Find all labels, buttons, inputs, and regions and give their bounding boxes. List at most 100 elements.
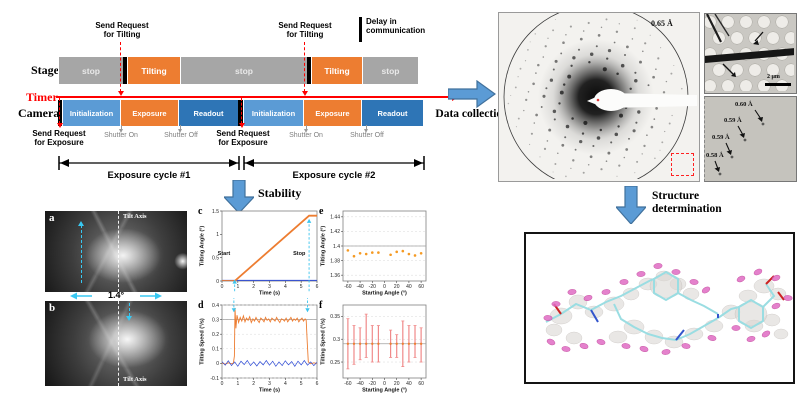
svg-text:-20: -20 [369, 284, 376, 290]
svg-text:0.5: 0.5 [212, 255, 219, 261]
data-collection-right-arrow-icon [448, 80, 496, 108]
svg-text:e: e [319, 206, 324, 217]
diffraction-pattern-image [499, 13, 699, 179]
send-exposure-arrow-2 [241, 98, 242, 124]
diffraction-pattern-panel: 0.65 Å [498, 12, 700, 182]
camera-bar-segment-exposure: Exposure [303, 100, 361, 126]
shutter-off-arrowhead-2 [364, 129, 368, 133]
svg-text:0.3: 0.3 [333, 337, 340, 343]
diffraction-image-a: a Tilt Axis [45, 211, 187, 292]
send-request-exposure-label-2: Send Request for Exposure [216, 129, 270, 148]
tem-scale-bar-label: 2 μm [767, 74, 780, 80]
svg-text:-40: -40 [356, 284, 363, 290]
svg-text:3: 3 [268, 381, 271, 387]
camera-bar-segment-readout: Readout [361, 100, 423, 126]
tilt-angle-value: 1.4° [107, 290, 125, 300]
molecular-structure-image [526, 234, 793, 382]
svg-text:60: 60 [418, 284, 424, 290]
svg-text:0: 0 [383, 381, 386, 387]
svg-text:1.44: 1.44 [330, 215, 340, 221]
send-request-exposure-label-1: Send Request for Exposure [32, 129, 86, 148]
svg-text:5: 5 [300, 284, 303, 290]
svg-text:0.4: 0.4 [212, 303, 219, 309]
svg-text:Start: Start [218, 251, 231, 257]
tem-grid-image [705, 14, 796, 91]
camera-row-label: Camera [18, 106, 60, 120]
camera-bar-segment-delay [58, 100, 62, 126]
svg-text:4: 4 [284, 284, 287, 290]
structure-determination-down-arrow-icon [616, 186, 646, 224]
exposure-cycle-1-span-arrow [58, 156, 240, 170]
svg-text:Time (s): Time (s) [259, 291, 280, 297]
svg-text:0: 0 [221, 284, 224, 290]
chart-tilting-speed-vs-starting-angle: -60 -40 -20 0 20 40 60 0.25 0.3 0.35 Starting Angl… [318, 298, 430, 393]
stage-bar-segment-tilting: Tilting [311, 57, 362, 84]
panel-a-cyan-arrowhead [78, 221, 84, 226]
stability-down-arrow-icon [224, 180, 254, 213]
stage-bar-segment-stop: stop [180, 57, 307, 84]
stage-bar-segment-delay [123, 57, 127, 84]
svg-text:1.36: 1.36 [330, 273, 340, 279]
shutter-off-arrow-2 [366, 125, 367, 129]
shutter-off-arrowhead-1 [178, 129, 182, 133]
svg-text:2: 2 [252, 284, 255, 290]
exposure-cycle-2-span-arrow [243, 156, 425, 170]
diffraction-zoom-region-box [671, 153, 694, 176]
send-exposure-arrow-1 [59, 98, 60, 124]
send-tilting-arrowhead-1 [118, 91, 124, 96]
svg-text:5: 5 [300, 381, 303, 387]
stage-row-label: Stage [31, 63, 59, 77]
camera-bar-segment-delay [238, 100, 243, 126]
svg-text:Tilting Speed (°/s): Tilting Speed (°/s) [200, 318, 206, 365]
stage-timeline-bar: stop Tilting stop Tilting stop [58, 57, 418, 84]
spot-resolution-label-2: 0.59 Å [724, 117, 742, 124]
send-tilting-arrow-2 [304, 42, 305, 92]
svg-text:Tilting Angle (°): Tilting Angle (°) [321, 226, 327, 267]
svg-text:Time (s): Time (s) [259, 388, 280, 394]
shutter-off-arrow-1 [180, 125, 181, 129]
svg-text:f: f [319, 300, 323, 311]
send-exposure-arrowhead-1 [57, 123, 63, 128]
diffraction-resolution-label: 0.65 Å [651, 19, 673, 28]
svg-text:1: 1 [216, 232, 219, 238]
tilt-angle-arrows-icon [70, 292, 162, 300]
diffraction-image-b: b Tilt Axis [45, 301, 187, 386]
panel-b-cyan-line [129, 303, 130, 316]
svg-text:-60: -60 [344, 381, 351, 387]
send-tilting-arrow-1 [120, 42, 121, 92]
panel-a-tilt-axis-line [118, 211, 119, 292]
send-request-tilting-label-1: Send Request for Tilting [95, 21, 149, 40]
timer-row-label: Timer [26, 90, 58, 104]
svg-text:4: 4 [284, 381, 287, 387]
svg-text:Starting Angle (°): Starting Angle (°) [362, 291, 407, 297]
svg-text:-0.1: -0.1 [210, 376, 219, 382]
svg-text:0.1: 0.1 [212, 347, 219, 353]
svg-text:1.42: 1.42 [330, 229, 340, 235]
panel-a-cyan-line [81, 225, 82, 283]
svg-text:-60: -60 [344, 284, 351, 290]
svg-text:c: c [198, 206, 203, 217]
svg-text:Tilting Speed (°/s): Tilting Speed (°/s) [321, 318, 327, 365]
svg-text:Starting Angle (°): Starting Angle (°) [362, 388, 407, 394]
svg-text:-20: -20 [369, 381, 376, 387]
stage-bar-segment-stop: stop [58, 57, 123, 84]
svg-text:0: 0 [216, 361, 219, 367]
exposure-cycle-1-label: Exposure cycle #1 [107, 170, 191, 181]
resolution-spots-panel: 0.60 Å 0.59 Å 0.59 Å 0.58 Å [704, 96, 797, 182]
structure-determination-label: Structure determination [652, 190, 722, 216]
panel-b-cyan-arrowhead [126, 316, 132, 321]
shutter-off-label-2: Shutter Off [350, 132, 384, 139]
svg-text:0: 0 [216, 279, 219, 285]
panel-a-tilt-axis-label: Tilt Axis [123, 213, 147, 220]
exposure-cycle-2-label: Exposure cycle #2 [292, 170, 376, 181]
svg-text:20: 20 [394, 284, 400, 290]
shutter-off-label-1: Shutter Off [164, 132, 198, 139]
shutter-on-arrow-1 [121, 125, 122, 129]
svg-text:0.25: 0.25 [330, 360, 340, 366]
send-tilting-arrowhead-2 [302, 91, 308, 96]
shutter-on-arrowhead-2 [304, 129, 308, 133]
svg-text:2: 2 [252, 381, 255, 387]
svg-text:0: 0 [383, 284, 386, 290]
camera-bar-segment-initialization: Initialization [62, 100, 120, 126]
